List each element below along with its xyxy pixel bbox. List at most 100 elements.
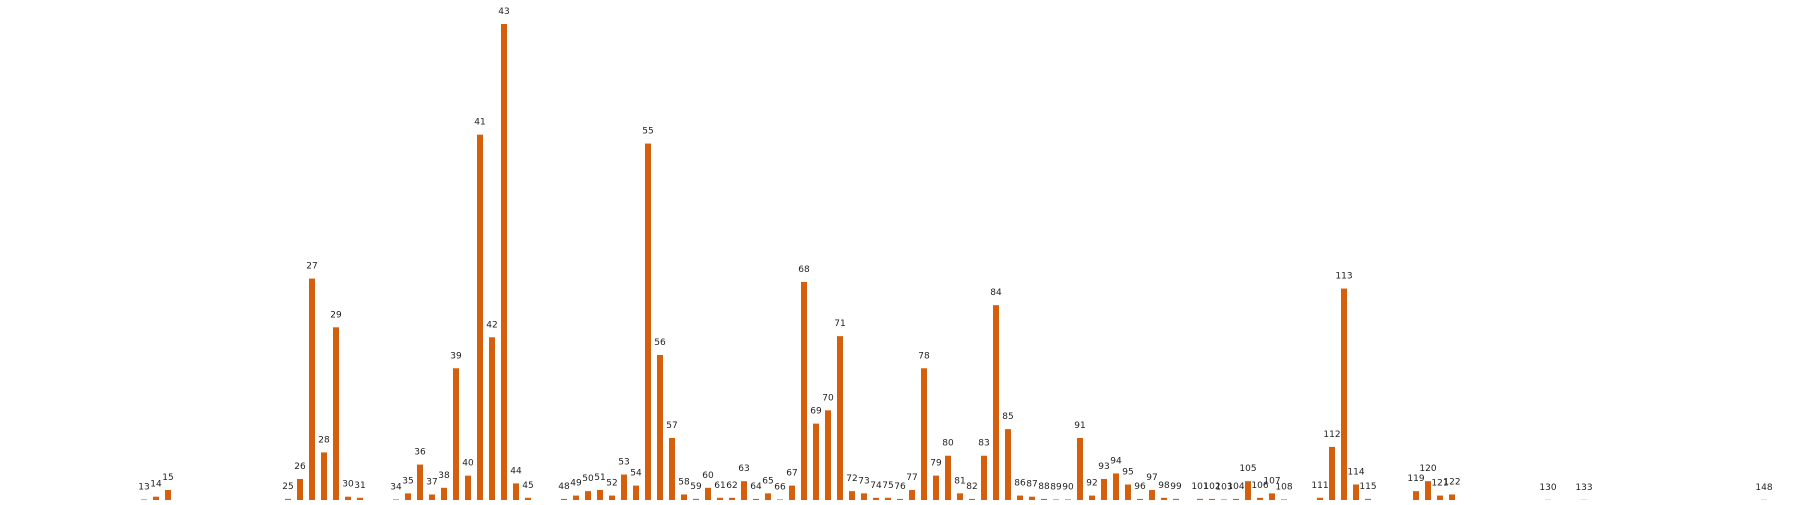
bar-label-49: 49 bbox=[570, 479, 582, 489]
bar-label-55: 55 bbox=[642, 127, 653, 137]
bar-label-15: 15 bbox=[162, 473, 173, 483]
bar-label-38: 38 bbox=[438, 471, 450, 481]
bar-91 bbox=[1077, 438, 1083, 500]
bar-28 bbox=[321, 452, 327, 500]
bar-51 bbox=[597, 490, 603, 500]
bar-label-80: 80 bbox=[942, 439, 954, 449]
bar-label-36: 36 bbox=[414, 448, 426, 458]
bar-105 bbox=[1245, 481, 1251, 500]
bar-label-53: 53 bbox=[618, 458, 629, 468]
bar-78 bbox=[921, 368, 927, 500]
bar-label-71: 71 bbox=[834, 319, 845, 329]
bar-label-70: 70 bbox=[822, 393, 834, 403]
bar-79 bbox=[933, 476, 939, 500]
bar-43 bbox=[501, 24, 507, 500]
bar-label-119: 119 bbox=[1407, 474, 1424, 484]
bar-93 bbox=[1101, 479, 1107, 500]
bar-69 bbox=[813, 424, 819, 500]
bar-26 bbox=[297, 479, 303, 500]
bar-label-42: 42 bbox=[486, 320, 497, 330]
bar-label-111: 111 bbox=[1311, 481, 1328, 491]
bar-86 bbox=[1017, 496, 1023, 500]
bar-label-27: 27 bbox=[306, 262, 317, 272]
bar-94 bbox=[1113, 473, 1119, 500]
bar-label-81: 81 bbox=[954, 476, 965, 486]
bar-label-89: 89 bbox=[1050, 482, 1062, 492]
bar-label-73: 73 bbox=[858, 476, 869, 486]
bar-label-88: 88 bbox=[1038, 482, 1050, 492]
bar-label-76: 76 bbox=[894, 482, 906, 492]
bar-label-95: 95 bbox=[1122, 468, 1133, 478]
bar-label-130: 130 bbox=[1539, 483, 1556, 493]
bar-121 bbox=[1437, 496, 1443, 500]
bar-label-54: 54 bbox=[630, 469, 642, 479]
bar-60 bbox=[705, 488, 711, 500]
bar-label-64: 64 bbox=[750, 482, 762, 492]
bar-label-115: 115 bbox=[1359, 482, 1376, 492]
bar-39 bbox=[453, 368, 459, 500]
bar-label-133: 133 bbox=[1575, 483, 1592, 493]
bar-40 bbox=[465, 476, 471, 500]
bar-label-51: 51 bbox=[594, 473, 605, 483]
bar-label-48: 48 bbox=[558, 482, 570, 492]
bar-92 bbox=[1089, 496, 1095, 500]
bar-label-28: 28 bbox=[318, 435, 330, 445]
bar-label-31: 31 bbox=[354, 481, 365, 491]
bar-label-114: 114 bbox=[1347, 468, 1364, 478]
bar-label-78: 78 bbox=[918, 351, 930, 361]
bar-label-66: 66 bbox=[774, 482, 786, 492]
bar-label-96: 96 bbox=[1134, 482, 1146, 492]
bar-label-26: 26 bbox=[294, 462, 306, 472]
bar-122 bbox=[1449, 494, 1455, 500]
bar-label-63: 63 bbox=[738, 464, 749, 474]
bar-label-52: 52 bbox=[606, 479, 617, 489]
bar-83 bbox=[981, 456, 987, 500]
bar-label-14: 14 bbox=[150, 480, 162, 490]
bar-label-68: 68 bbox=[798, 265, 810, 275]
bar-label-77: 77 bbox=[906, 473, 917, 483]
bar-label-29: 29 bbox=[330, 310, 342, 320]
bar-label-57: 57 bbox=[666, 421, 677, 431]
bar-85 bbox=[1005, 429, 1011, 500]
bar-label-90: 90 bbox=[1062, 482, 1074, 492]
bar-71 bbox=[837, 336, 843, 500]
bar-119 bbox=[1413, 491, 1419, 500]
bar-27 bbox=[309, 279, 315, 500]
bar-label-93: 93 bbox=[1098, 462, 1109, 472]
bar-56 bbox=[657, 355, 663, 500]
bar-label-37: 37 bbox=[426, 477, 437, 487]
bar-label-83: 83 bbox=[978, 439, 989, 449]
bar-113 bbox=[1341, 289, 1347, 500]
bar-label-99: 99 bbox=[1170, 482, 1182, 492]
bar-label-58: 58 bbox=[678, 477, 690, 487]
bar-58 bbox=[681, 494, 687, 500]
bar-49 bbox=[573, 496, 579, 500]
bar-35 bbox=[405, 493, 411, 500]
bar-label-62: 62 bbox=[726, 481, 737, 491]
bar-label-105: 105 bbox=[1239, 464, 1256, 474]
bar-70 bbox=[825, 410, 831, 500]
bar-53 bbox=[621, 475, 627, 500]
bar-54 bbox=[633, 486, 639, 500]
bar-57 bbox=[669, 438, 675, 500]
bar-label-25: 25 bbox=[282, 482, 293, 492]
bar-63 bbox=[741, 481, 747, 500]
bar-label-69: 69 bbox=[810, 407, 822, 417]
bar-114 bbox=[1353, 485, 1359, 501]
bar-label-67: 67 bbox=[786, 469, 797, 479]
bar-label-65: 65 bbox=[762, 476, 773, 486]
bar-29 bbox=[333, 327, 339, 500]
bar-36 bbox=[417, 465, 423, 500]
bar-label-85: 85 bbox=[1002, 412, 1013, 422]
bar-55 bbox=[645, 144, 651, 500]
bar-label-72: 72 bbox=[846, 474, 857, 484]
bar-label-91: 91 bbox=[1074, 421, 1085, 431]
bar-label-59: 59 bbox=[690, 482, 702, 492]
bar-label-43: 43 bbox=[498, 7, 509, 17]
bar-120 bbox=[1425, 481, 1431, 500]
bar-44 bbox=[513, 483, 519, 500]
bar-112 bbox=[1329, 447, 1335, 500]
bar-50 bbox=[585, 491, 591, 500]
bar-label-34: 34 bbox=[390, 482, 402, 492]
bar-84 bbox=[993, 305, 999, 500]
